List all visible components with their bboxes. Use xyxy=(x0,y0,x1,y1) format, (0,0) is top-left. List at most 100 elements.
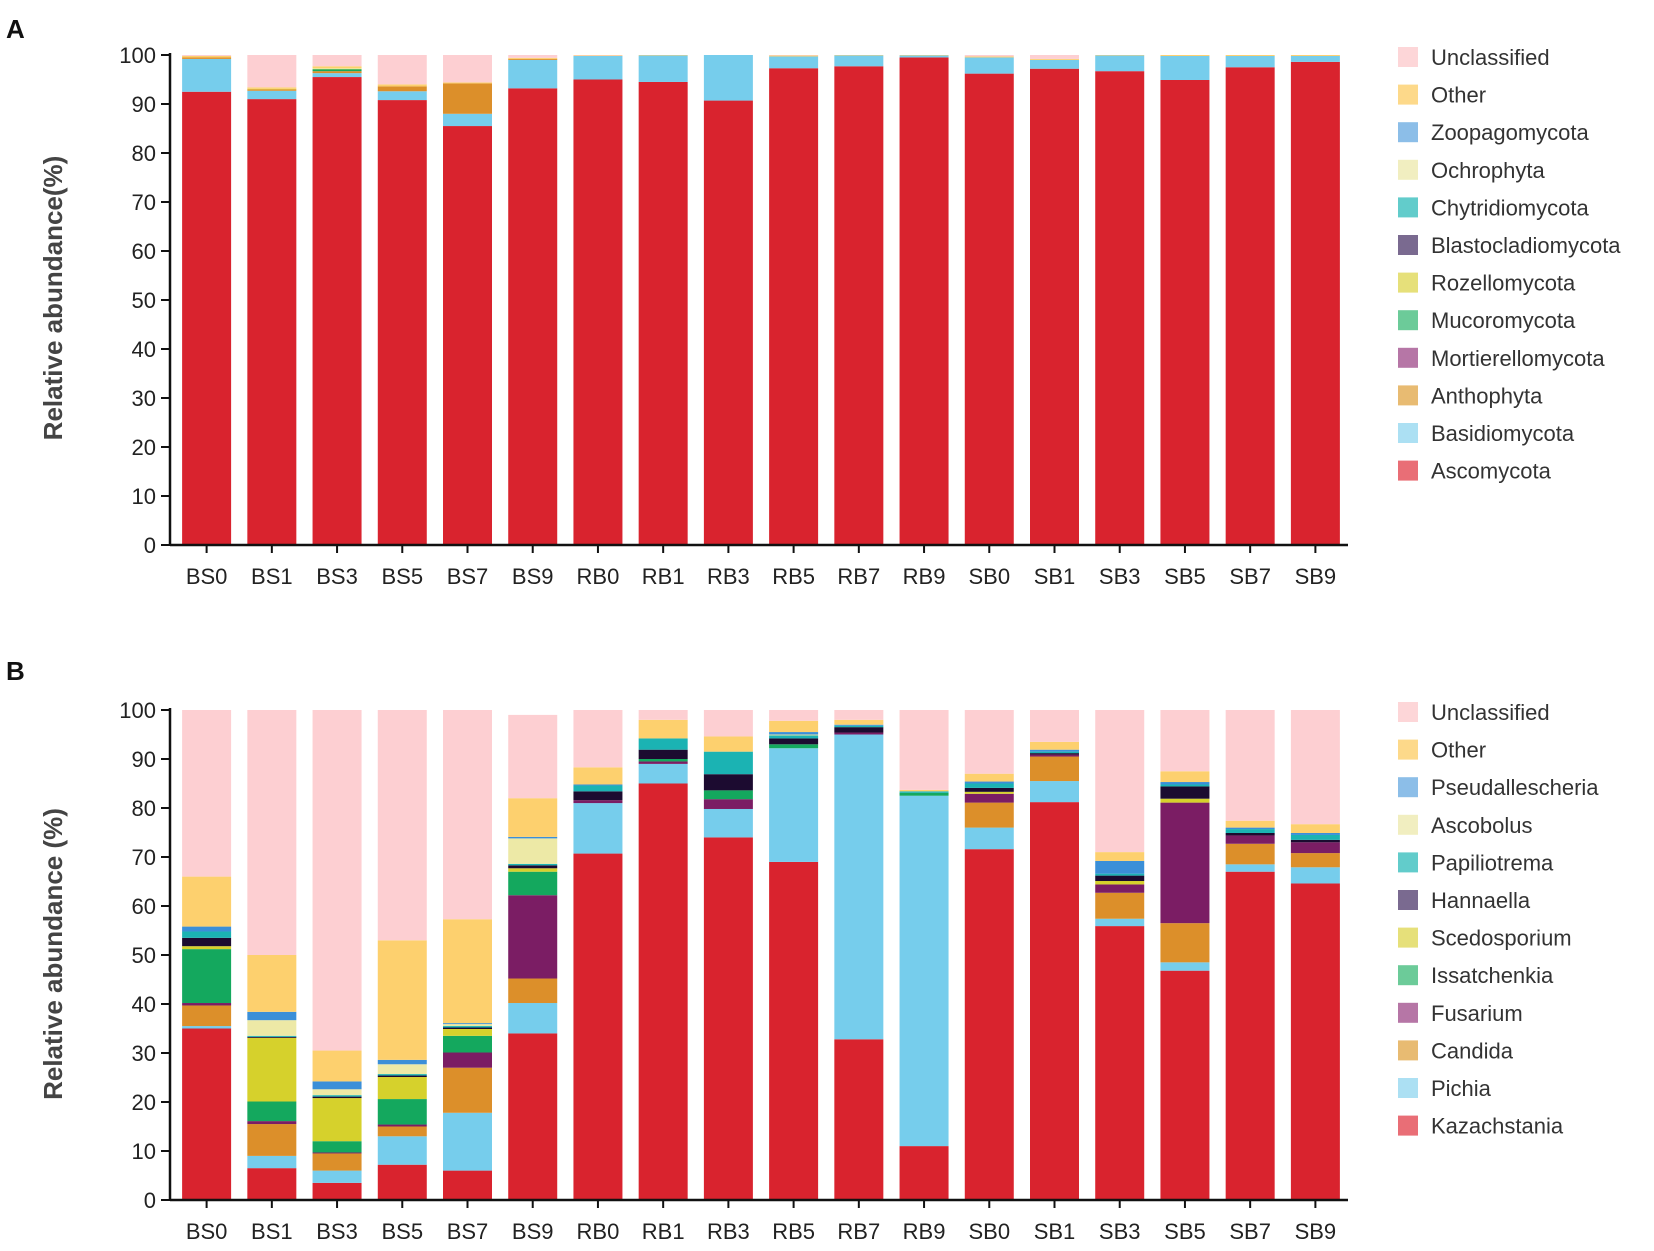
y-axis-label-b: Relative abundance (%) xyxy=(38,808,68,1100)
legend-label: Unclassified xyxy=(1431,700,1550,725)
bar-segment-bs9-other xyxy=(508,798,557,837)
bar-segment-rb9-papiliotrema xyxy=(900,791,949,792)
legend-label: Other xyxy=(1431,738,1486,763)
legend-label: Hannaella xyxy=(1431,888,1531,913)
bar-segment-rb0-ascomycota xyxy=(573,80,622,546)
bar-segment-rb0-fusarium xyxy=(573,800,622,803)
legend-swatch xyxy=(1398,1040,1418,1060)
bar-segment-sb5-kazachstania xyxy=(1160,971,1209,1200)
bar-segment-bs7-papiliotrema xyxy=(443,1026,492,1027)
legend-label: Pichia xyxy=(1431,1076,1492,1101)
bar-segment-sb7-basidiomycota xyxy=(1226,56,1275,67)
bar-segment-bs3-mucoromycota xyxy=(313,69,362,71)
bar-segment-bs9-scedosporium xyxy=(508,868,557,871)
bar-segment-sb9-other xyxy=(1291,55,1340,56)
bar-segment-bs1-pseudallescheria xyxy=(247,1012,296,1020)
bar-segment-bs3-ascomycota xyxy=(313,77,362,545)
bar-segment-rb0-hannaella xyxy=(573,791,622,800)
legend-label: Papiliotrema xyxy=(1431,850,1554,875)
legend-label: Scedosporium xyxy=(1431,926,1572,951)
bar-segment-bs0-pseudallescheria xyxy=(182,927,231,932)
bar-segment-rb0-pichia xyxy=(573,803,622,853)
legend-swatch xyxy=(1398,348,1418,368)
y-axis-label-a: Relative abundance(%) xyxy=(38,156,68,441)
bar-segment-rb1-kazachstania xyxy=(639,784,688,1201)
bar-segment-sb5-unclassified xyxy=(1160,710,1209,771)
bar-segment-rb3-basidiomycota xyxy=(704,55,753,101)
x-tick-label: BS9 xyxy=(512,564,554,589)
x-tick-label: BS7 xyxy=(447,564,489,589)
bar-segment-sb5-candida xyxy=(1160,923,1209,962)
bar-segment-sb9-basidiomycota xyxy=(1291,56,1340,62)
legend-label: Ascobolus xyxy=(1431,813,1533,838)
bar-segment-sb7-papiliotrema xyxy=(1226,829,1275,833)
bar-segment-bs1-unclassified xyxy=(247,55,296,87)
bar-segment-rb5-basidiomycota xyxy=(769,56,818,68)
panel-label-b: B xyxy=(6,656,25,686)
bar-segment-bs5-papiliotrema xyxy=(378,1074,427,1075)
bar-segment-bs0-candida xyxy=(182,1005,231,1026)
bar-segment-bs9-candida xyxy=(508,979,557,1004)
legend-swatch xyxy=(1398,310,1418,330)
bar-segment-bs5-scedosporium xyxy=(378,1077,427,1099)
bar-segment-sb9-candida xyxy=(1291,853,1340,867)
bar-segment-rb9-other xyxy=(900,790,949,791)
bar-segment-sb5-pseudallescheria xyxy=(1160,782,1209,784)
x-tick-label: BS0 xyxy=(186,1219,228,1244)
x-tick-label: BS1 xyxy=(251,564,293,589)
legend-label: Candida xyxy=(1431,1038,1514,1063)
x-tick-label: RB0 xyxy=(577,1219,620,1244)
legend-label: Other xyxy=(1431,83,1486,108)
bar-segment-bs9-issatchenkia xyxy=(508,872,557,896)
bar-segment-sb7-candida xyxy=(1226,844,1275,865)
bar-segment-bs3-papiliotrema xyxy=(313,1095,362,1096)
legend-label: Pseudallescheria xyxy=(1431,775,1599,800)
bar-segment-sb0-hannaella xyxy=(965,788,1014,792)
bar-segment-rb1-other xyxy=(639,720,688,739)
x-tick-label: BS1 xyxy=(251,1219,293,1244)
bar-segment-bs1-anthophyta xyxy=(247,89,296,90)
x-tick-label: SB5 xyxy=(1164,564,1206,589)
y-tick-label: 80 xyxy=(132,796,156,821)
bar-segment-bs3-ascobolus xyxy=(313,1089,362,1095)
legend-swatch xyxy=(1398,1116,1418,1136)
bar-segment-sb1-papiliotrema xyxy=(1030,752,1079,753)
legend-swatch xyxy=(1398,122,1418,142)
bar-segment-bs5-anthophyta xyxy=(378,86,427,91)
bar-segment-bs3-pseudallescheria xyxy=(313,1081,362,1089)
bar-segment-bs7-unclassified xyxy=(443,710,492,919)
bar-segment-rb9-kazachstania xyxy=(900,1146,949,1200)
legend-swatch xyxy=(1398,815,1418,835)
bar-segment-rb7-unclassified xyxy=(834,710,883,720)
bar-segment-bs0-ascomycota xyxy=(182,92,231,545)
x-tick-label: RB7 xyxy=(837,564,880,589)
bar-segment-bs7-hannaella xyxy=(443,1028,492,1029)
y-tick-label: 100 xyxy=(119,698,156,723)
bar-segment-bs5-unclassified xyxy=(378,710,427,940)
bar-segment-sb3-ascomycota xyxy=(1095,71,1144,545)
bar-segment-sb3-pichia xyxy=(1095,919,1144,926)
bar-segment-bs7-candida xyxy=(443,1068,492,1113)
bar-segment-bs0-basidiomycota xyxy=(182,59,231,92)
y-tick-label: 90 xyxy=(132,92,156,117)
bar-segment-rb0-kazachstania xyxy=(573,854,622,1200)
bar-segment-rb7-ascomycota xyxy=(834,66,883,545)
legend-swatch xyxy=(1398,461,1418,481)
bar-segment-sb1-unclassified xyxy=(1030,55,1079,59)
bar-segment-bs1-fusarium xyxy=(247,1121,296,1124)
bar-segment-bs9-papiliotrema xyxy=(508,864,557,865)
bar-segment-sb1-basidiomycota xyxy=(1030,60,1079,69)
y-tick-label: 10 xyxy=(132,484,156,509)
y-tick-label: 90 xyxy=(132,747,156,772)
y-tick-label: 100 xyxy=(119,43,156,68)
bar-segment-rb5-hannaella xyxy=(769,738,818,744)
bar-segment-bs0-other xyxy=(182,877,231,927)
bar-segment-sb9-ascomycota xyxy=(1291,62,1340,545)
legend-swatch xyxy=(1398,273,1418,293)
bar-segment-rb5-unclassified xyxy=(769,710,818,721)
legend-label: Ochrophyta xyxy=(1431,158,1545,183)
bar-segment-sb1-kazachstania xyxy=(1030,802,1079,1200)
legend-swatch xyxy=(1398,1003,1418,1023)
legend-label: Mortierellomycota xyxy=(1431,346,1605,371)
